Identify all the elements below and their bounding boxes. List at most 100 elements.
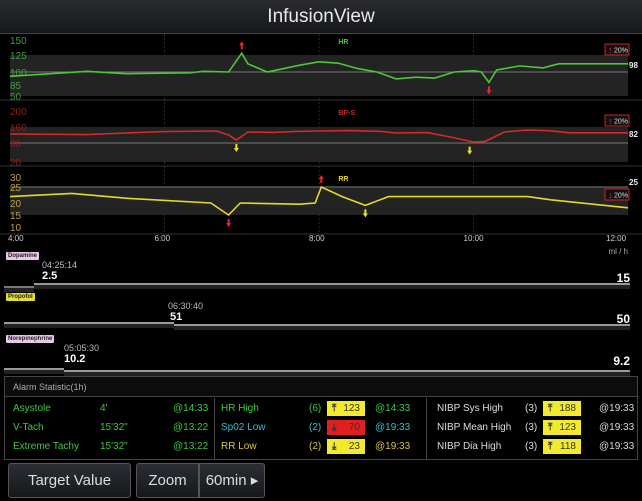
series-line-rr — [9, 185, 629, 217]
rate-line — [4, 368, 64, 374]
alarm-arrow-down-icon — [226, 219, 232, 227]
infusion-dopamine[interactable]: Dopamine 04:25:14 2.5 15 — [4, 250, 630, 292]
alarm-name: Sp02 Low — [221, 422, 266, 433]
infusion-norepinephrine[interactable]: Norepinephrine 05:05:30 10.2 9.2 — [4, 333, 630, 376]
infusion-change-value: 51 — [170, 311, 183, 323]
alarm-time: @19:33 — [375, 441, 411, 452]
limit-percent: 20% — [614, 48, 628, 55]
target-value-button[interactable]: Target Value — [8, 463, 131, 498]
alarm-row: V-Tach 15'32" @13:22 — [5, 419, 215, 437]
arrow-up-limit-icon: ⤒ — [548, 403, 553, 414]
alarm-row: NIBP Dia High (3) ⤒ 118 @19:33 — [427, 438, 639, 456]
alarm-value: 123 — [343, 403, 360, 414]
rate-line — [174, 324, 630, 330]
alarm-column-physio: HR High (6) ⤒ 123 @14:33 Sp02 Low (2) ⤓ 70 @19:33… — [215, 398, 427, 460]
alarm-duration: 15'32" — [100, 441, 128, 452]
y-tick-label: 100 — [10, 68, 27, 79]
window-title: InfusionView — [0, 0, 642, 34]
alarm-arrow-down-icon — [362, 209, 368, 218]
alarm-time: @13:22 — [173, 441, 209, 452]
panel-label-hr: HR — [338, 39, 348, 46]
alarm-row: NIBP Sys High (3) ⤒ 188 @19:33 — [427, 400, 639, 418]
y-tick-label: 20 — [10, 158, 22, 169]
y-tick-label: 25 — [10, 183, 22, 194]
alarm-column-nibp: NIBP Sys High (3) ⤒ 188 @19:33 NIBP Mean High… — [427, 398, 639, 460]
infusion-unit: ml / h — [608, 247, 628, 256]
alarm-name: HR High — [221, 403, 259, 414]
alarm-column-arrhythmia: Asystole 4' @14:33 V-Tach 15'32" @13:22 Extrem… — [5, 398, 215, 460]
arrow-up-icon: ↑ — [608, 45, 613, 55]
alarm-row: Sp02 Low (2) ⤓ 70 @19:33 — [215, 419, 427, 437]
alarm-value: 23 — [348, 441, 360, 452]
y-tick-label: 20 — [10, 199, 22, 210]
x-tick-label: 8:00 — [309, 234, 325, 243]
infusion-label: Propofol — [6, 293, 35, 301]
alarm-row: RR Low (2) ⤓ 23 @19:33 — [215, 438, 427, 456]
x-tick-label: 10:00 — [464, 234, 485, 243]
alarm-value-box: ⤒ 123 — [543, 420, 581, 435]
series-line-hr — [9, 51, 628, 84]
current-value: 82 — [629, 130, 638, 139]
alarm-value-box: ⤓ 23 — [327, 439, 365, 454]
alarm-name: Asystole — [13, 403, 51, 414]
current-value: 25 — [629, 178, 638, 187]
infusion-change-time: 05:05:30 — [64, 343, 100, 353]
rate-line — [64, 370, 630, 376]
arrow-down-limit-icon: ⤓ — [332, 441, 337, 452]
alarm-name: NIBP Mean High — [437, 422, 512, 433]
alarm-value-box: ⤒ 188 — [543, 401, 581, 416]
zoom-label: Zoom — [136, 463, 199, 498]
alarm-range-band — [10, 127, 628, 162]
limit-badge[interactable]: ↓ 20% — [604, 188, 630, 201]
rate-line — [4, 322, 174, 328]
alarm-row: NIBP Mean High (3) ⤒ 123 @19:33 — [427, 419, 639, 437]
current-value: 98 — [629, 61, 638, 70]
y-tick-label: 15 — [10, 211, 22, 222]
alarm-value-box: ⤒ 123 — [327, 401, 365, 416]
panel-label-rr: RR — [338, 176, 348, 183]
series-line-bp-s — [9, 129, 628, 143]
alarm-value: 123 — [559, 422, 576, 433]
zoom-select[interactable]: 60min ▸ — [199, 463, 265, 498]
alarm-value: 188 — [559, 403, 576, 414]
alarm-name: RR Low — [221, 441, 257, 452]
alarm-value-box: ⤓ 70 — [327, 420, 365, 435]
y-tick-label: 160 — [10, 123, 27, 134]
alarm-time: @19:33 — [599, 441, 635, 452]
alarm-count: (2) — [309, 422, 322, 433]
limit-badge[interactable]: ↑ 20% — [604, 114, 630, 127]
x-tick-label: 4:00 — [8, 234, 24, 243]
alarm-arrow-up-icon — [239, 41, 245, 50]
alarm-count: (2) — [309, 441, 322, 452]
alarm-time: @13:22 — [173, 422, 209, 433]
alarm-count: (6) — [309, 403, 322, 414]
arrow-down-limit-icon: ⤓ — [332, 422, 337, 433]
y-tick-label: 50 — [10, 92, 22, 103]
alarm-name: Extreme Tachy — [13, 441, 79, 452]
arrow-up-limit-icon: ⤒ — [548, 422, 553, 433]
infusion-current-rate: 9.2 — [613, 354, 630, 368]
y-tick-label: 85 — [10, 81, 22, 92]
alarm-value-box: ⤒ 118 — [543, 439, 581, 454]
y-tick-label: 200 — [10, 107, 27, 118]
alarm-time: @19:33 — [375, 422, 411, 433]
limit-badge[interactable]: ↑ 20% — [604, 43, 630, 56]
infusion-change-value: 2.5 — [42, 270, 58, 282]
rate-line — [34, 283, 630, 289]
infusion-change-time: 04:25:14 — [42, 260, 78, 270]
infusion-propofol[interactable]: Propofol 06:30:40 51 50 — [4, 291, 630, 333]
alarm-time: @19:33 — [599, 403, 635, 414]
alarm-duration: 15'32" — [100, 422, 128, 433]
y-tick-label: 80 — [10, 139, 22, 150]
y-tick-label: 30 — [10, 173, 22, 184]
x-tick-label: 12:00 — [606, 234, 627, 243]
y-tick-label: 125 — [10, 51, 27, 62]
alarm-row: HR High (6) ⤒ 123 @14:33 — [215, 400, 427, 418]
y-tick-label: 150 — [10, 36, 27, 47]
alarm-duration: 4' — [100, 403, 108, 414]
alarm-statistic-panel: Alarm Statistic(1h) Asystole 4' @14:33 V-Ta… — [4, 376, 638, 460]
arrow-up-limit-icon: ⤒ — [332, 403, 337, 414]
alarm-name: NIBP Dia High — [437, 441, 502, 452]
alarm-arrow-down-icon — [467, 146, 473, 155]
